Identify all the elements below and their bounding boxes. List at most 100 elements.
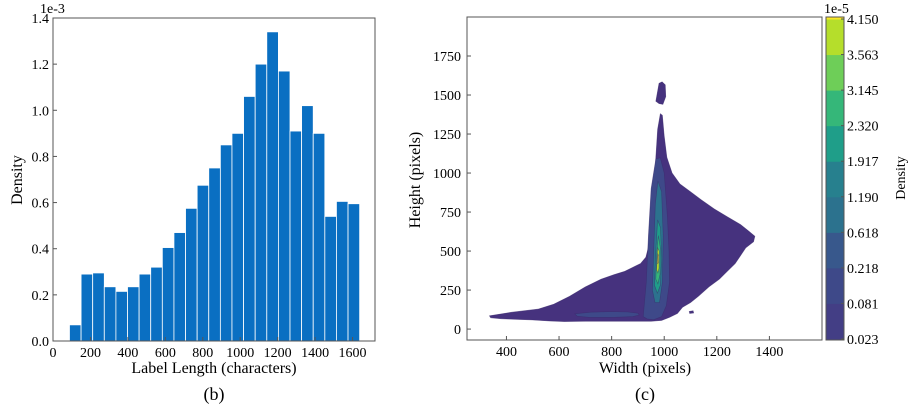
x-tick-label: 1000 [650,345,678,360]
y-tick-label: 1.4 [32,12,50,27]
contour-region [488,113,756,322]
contour-x-ticks: 400 600 800 1000 1200 1400 [496,336,783,360]
histogram-bar [347,203,361,342]
colorbar-band [826,232,844,269]
histogram-bar [336,201,349,342]
colorbar-tick-label: 1.190 [847,191,879,206]
histogram-bar [103,286,117,342]
y-tick-label: 0.2 [32,289,50,304]
x-tick-label: 800 [601,345,622,360]
colorbar-tick-label: 0.618 [847,226,879,241]
y-tick-label: 0.4 [32,243,50,258]
panel-label-b: (b) [204,384,225,405]
y-tick-label: 0.8 [32,150,50,165]
colorbar-tick-label: 3.145 [847,84,879,99]
colorbar [826,17,844,341]
x-tick-label: 1400 [301,346,329,361]
histogram-panel: 0 200 400 600 800 1000 1200 1400 1600 0.00.20.40… [9,2,376,405]
colorbar-tick-label: 0.023 [847,333,879,348]
histogram-bar [150,266,163,342]
contour-region [688,310,695,314]
histogram-bar [69,324,82,342]
y-tick-label: 0.0 [32,335,50,350]
x-tick-label: 600 [549,345,570,360]
histogram-bar [243,96,256,342]
colorbar-band [826,267,844,304]
colorbar-band [826,303,844,340]
histogram-bar [266,31,279,342]
contour-region [655,81,667,105]
y-tick-label: 1000 [433,167,461,182]
histogram-bar [138,273,152,342]
contour-levels [488,81,756,322]
histogram-bar [219,144,233,342]
x-tick-label: 400 [117,346,138,361]
x-tick-label: 200 [80,346,101,361]
histogram-x-axis-label: Label Length (characters) [131,360,296,377]
colorbar-tick-label: 1.917 [847,155,879,170]
histogram-bar [254,63,268,342]
colorbar-tick-label: 3.563 [847,49,879,64]
x-tick-label: 1400 [755,345,783,360]
histogram-bar [185,207,198,342]
panel-label-c: (c) [635,384,655,405]
histogram-y-ticks: 0.0 0.2 0.4 0.6 0.8 1.0 1.2 1.4 [32,12,57,350]
colorbar-band [826,17,844,20]
histogram-frame [52,17,376,342]
contour-frame [466,16,823,341]
histogram-bar [161,247,175,342]
contour-panel: 400 600 800 1000 1200 1400 0 250 500 750 1000 1250… [407,2,909,405]
x-tick-label: 400 [496,345,517,360]
colorbar-tick-label: 0.218 [847,262,879,277]
colorbar-offset-text: 1e-5 [824,2,849,17]
contour-y-axis-label: Height (pixels) [407,132,424,228]
colorbar-label: Density [894,156,909,200]
contour-region [657,253,660,265]
colorbar-band [826,19,844,56]
y-tick-label: 1750 [433,50,461,65]
x-tick-label: 1200 [264,346,292,361]
x-tick-label: 0 [50,346,57,361]
histogram-bar [115,290,128,342]
histogram-bar [208,167,221,342]
y-tick-label: 1.2 [32,58,50,73]
y-tick-label: 0.6 [32,197,50,212]
y-tick-label: 750 [440,206,461,221]
histogram-bar [301,105,314,342]
contour-region [574,311,640,318]
histogram-bar [173,232,186,342]
contour-x-axis-label: Width (pixels) [599,360,691,377]
histogram-y-axis-label: Density [9,155,26,205]
y-tick-label: 0 [454,323,461,338]
colorbar-band [826,90,844,127]
histogram-bar [312,132,326,342]
histogram-bar [127,286,140,342]
x-tick-label: 1600 [339,346,367,361]
histogram-bar [80,273,94,342]
x-tick-label: 1200 [703,345,731,360]
colorbar-band [826,161,844,198]
histogram-bar [289,130,303,342]
histogram-bar [92,272,105,342]
y-tick-label: 500 [440,245,461,260]
y-tick-label: 250 [440,284,461,299]
histogram-bar [277,70,291,342]
histogram-bar [196,184,210,342]
colorbar-tick-label: 0.081 [847,297,879,312]
x-tick-label: 800 [192,346,213,361]
y-tick-label: 1250 [433,128,461,143]
colorbar-tick-label: 2.320 [847,120,879,135]
contour-y-ticks: 0 250 500 750 1000 1250 1500 1750 [433,50,471,338]
histogram-bar [324,216,337,342]
colorbar-band [826,54,844,91]
colorbar-band [826,125,844,162]
colorbar-frame [825,16,845,341]
colorbar-ticks: 0.023 0.081 0.218 0.618 1.190 1.917 2.320 3.145… [841,13,879,348]
colorbar-band [826,196,844,233]
x-tick-label: 600 [155,346,176,361]
y-tick-label: 1500 [433,89,461,104]
histogram-bar [231,132,244,342]
histogram-x-ticks: 0 200 400 600 800 1000 1200 1400 1600 [50,337,367,361]
histogram-offset-text: 1e-3 [40,2,65,17]
